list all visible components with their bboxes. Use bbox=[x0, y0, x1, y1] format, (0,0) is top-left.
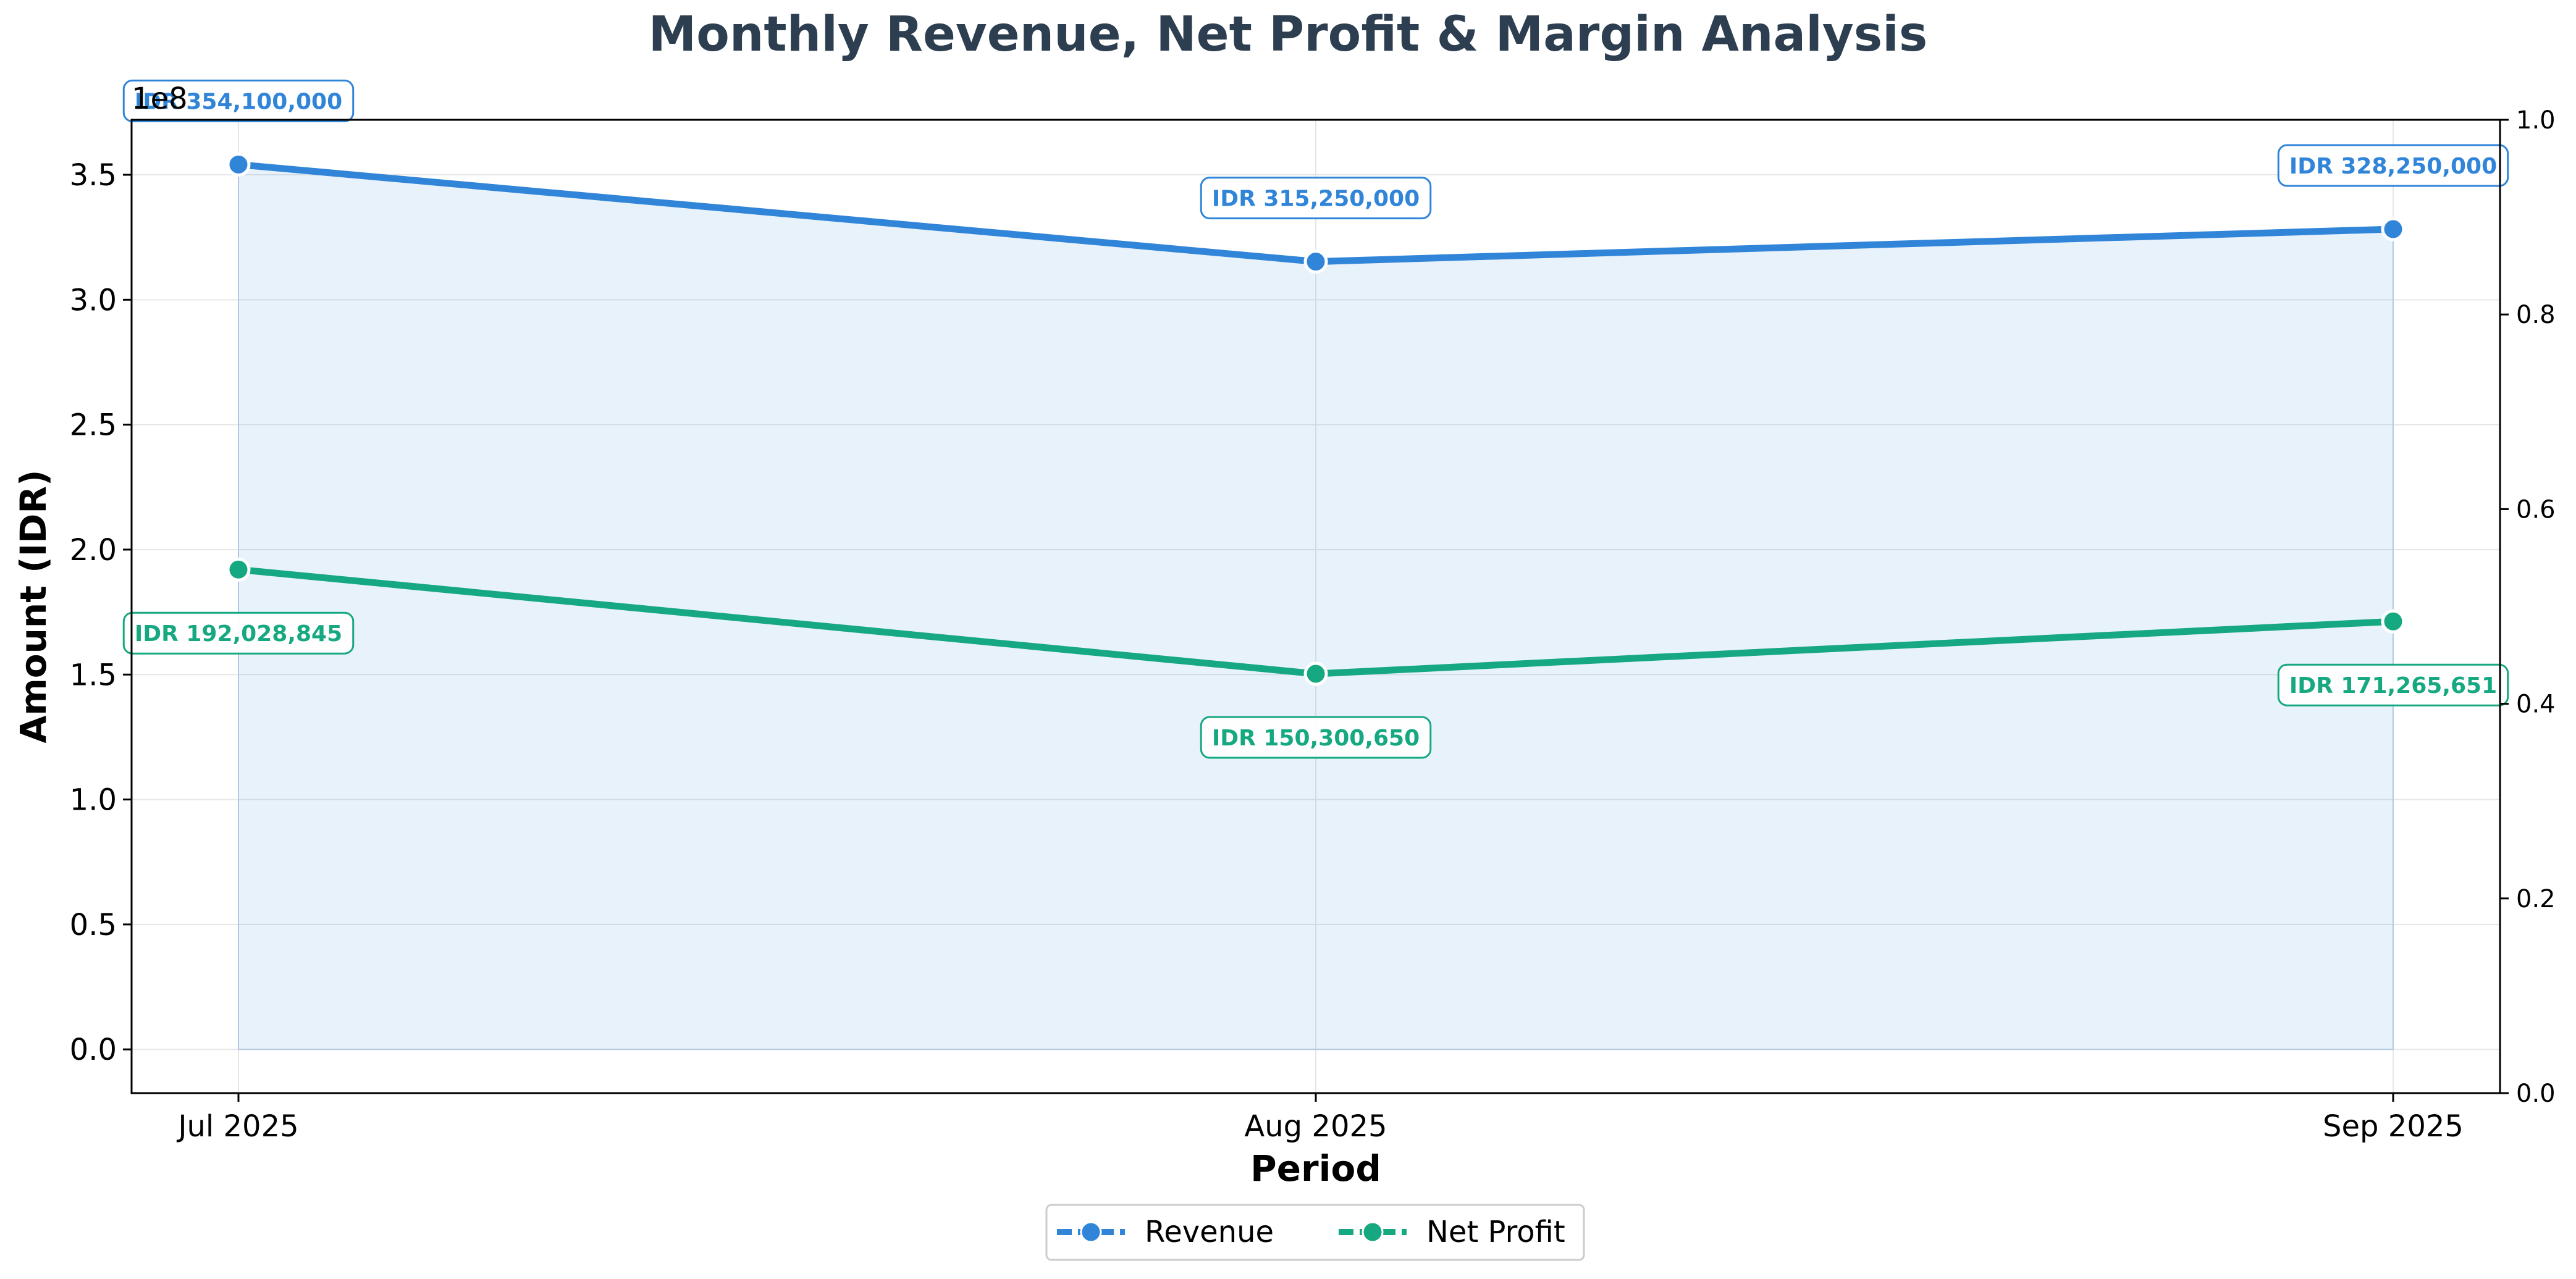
y2-tick-label: 0.8 bbox=[2516, 301, 2556, 329]
y2-tick-label: 1.0 bbox=[2516, 106, 2556, 135]
y-tick-label: 0.5 bbox=[70, 908, 117, 942]
y-tick-label: 2.5 bbox=[70, 408, 117, 443]
x-tick-label: Jul 2025 bbox=[176, 1109, 298, 1144]
data-label-net-profit: IDR 192,028,845 bbox=[135, 621, 342, 647]
data-label-revenue: IDR 315,250,000 bbox=[1212, 187, 1420, 212]
data-label-group-revenue: IDR 328,250,000 bbox=[2277, 144, 2509, 187]
data-point-revenue bbox=[2381, 217, 2406, 241]
data-point-net-profit bbox=[226, 557, 251, 582]
x-axis-label: Period bbox=[1250, 1147, 1381, 1189]
data-label-net-profit: IDR 171,265,651 bbox=[2289, 673, 2497, 698]
y2-tick-label: 0.6 bbox=[2516, 495, 2556, 524]
chart-title: Monthly Revenue, Net Profit & Margin Ana… bbox=[649, 7, 1928, 62]
data-label-group-net-profit: IDR 192,028,845 bbox=[122, 611, 355, 655]
data-label-box bbox=[2277, 663, 2509, 707]
y-tick-label: 1.0 bbox=[70, 783, 117, 818]
data-label-box bbox=[122, 611, 355, 655]
data-label-box bbox=[2277, 144, 2509, 187]
data-labels: IDR 354,100,000 IDR 315,250,000 IDR 328,25… bbox=[122, 79, 2509, 759]
y-tick-label: 1.5 bbox=[70, 658, 117, 692]
x-tick-label: Aug 2025 bbox=[1244, 1109, 1387, 1144]
data-label-group-revenue: IDR 315,250,000 bbox=[1200, 177, 1432, 220]
data-label-box bbox=[122, 79, 355, 122]
y-tick-label: 3.5 bbox=[70, 158, 117, 193]
data-label-revenue: IDR 354,100,000 bbox=[135, 89, 342, 114]
data-label-group-net-profit: IDR 171,265,651 bbox=[2277, 663, 2509, 707]
data-label-box bbox=[1200, 177, 1432, 220]
data-label-revenue: IDR 328,250,000 bbox=[2289, 154, 2497, 179]
legend-box bbox=[1045, 1204, 1585, 1261]
y2-tick-label: 0.0 bbox=[2516, 1080, 2556, 1108]
y-tick-label: 2.0 bbox=[70, 533, 117, 568]
grid bbox=[132, 120, 2500, 1093]
data-point-revenue bbox=[226, 152, 251, 177]
series-points bbox=[226, 152, 2406, 686]
legend-item-revenue[interactable]: Revenue bbox=[1057, 1215, 1274, 1249]
y-tick-label: 0.0 bbox=[70, 1033, 117, 1067]
y2-tick-label: 0.2 bbox=[2516, 885, 2556, 913]
legend-item-net-profit[interactable]: Net Profit bbox=[1339, 1215, 1565, 1249]
area-fill-revenue bbox=[238, 164, 2394, 1050]
y-axis-ticks: 0.0 0.5 1.0 1.5 2.0 2.5 3.0 3.5 bbox=[70, 158, 132, 1067]
y2-axis-ticks: 0.0 0.2 0.4 0.6 0.8 1.0 bbox=[2500, 106, 2556, 1108]
data-label-box bbox=[1200, 716, 1432, 759]
y2-tick-label: 0.4 bbox=[2516, 690, 2556, 719]
legend-label-revenue: Revenue bbox=[1145, 1215, 1274, 1249]
y-tick-label: 3.0 bbox=[70, 283, 117, 317]
data-point-net-profit bbox=[2381, 609, 2406, 634]
x-tick-label: Sep 2025 bbox=[2323, 1109, 2464, 1144]
legend-label-net-profit: Net Profit bbox=[1426, 1215, 1565, 1249]
data-label-group-net-profit: IDR 150,300,650 bbox=[1200, 716, 1432, 759]
revenue-area bbox=[238, 164, 2394, 1050]
data-label-group-revenue: IDR 354,100,000 bbox=[122, 79, 355, 122]
y-axis-label: Amount (IDR) bbox=[12, 469, 54, 743]
y-offset-text: 1e8 bbox=[132, 82, 188, 116]
data-point-net-profit bbox=[1303, 661, 1328, 686]
x-axis-ticks: Jul 2025 Aug 2025 Sep 2025 bbox=[176, 1093, 2464, 1144]
data-label-net-profit: IDR 150,300,650 bbox=[1212, 726, 1420, 751]
legend: Revenue Net Profit bbox=[1045, 1204, 1585, 1261]
data-point-revenue bbox=[1303, 250, 1328, 274]
